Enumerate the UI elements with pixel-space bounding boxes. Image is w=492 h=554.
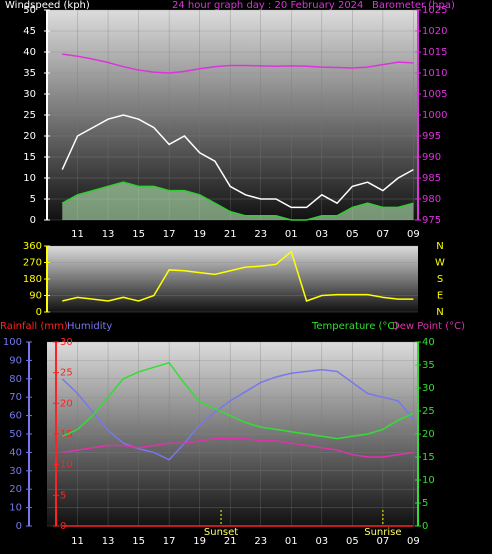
x-tick-label: 03 (315, 229, 328, 240)
y-tick-label: 30 (9, 466, 22, 477)
x-tick-label: 23 (254, 229, 267, 240)
y-tick-label: 90 (9, 355, 22, 366)
y-tick-label: 35 (422, 360, 435, 371)
x-tick-label: 15 (132, 229, 145, 240)
y-tick-label: 15 (23, 152, 36, 163)
y-tick-label: 995 (422, 131, 441, 142)
y-tick-label: 30 (60, 337, 73, 348)
y-tick-label: 985 (422, 173, 441, 184)
series-line (61, 368, 414, 461)
compass-label: N (436, 241, 443, 252)
y-tick-label: 50 (23, 5, 36, 16)
y-tick-label: 10 (23, 173, 36, 184)
y-tick-label: 40 (422, 337, 435, 348)
series-line (61, 181, 414, 221)
compass-label: E (437, 291, 443, 302)
y-tick-label: 30 (23, 89, 36, 100)
compass-label: N (436, 307, 443, 318)
y-tick-label: 270 (23, 258, 42, 269)
y-tick-label: 980 (422, 194, 441, 205)
x-tick-label: 03 (315, 536, 328, 547)
x-tick-label: 17 (163, 229, 176, 240)
y-tick-label: 5 (422, 498, 428, 509)
series-label: Dew Point (°C) (392, 321, 465, 332)
x-tick-label: 15 (132, 536, 145, 547)
y-tick-label: 25 (23, 110, 36, 121)
y-tick-label: 70 (9, 392, 22, 403)
y-tick-label: 10 (9, 503, 22, 514)
y-tick-label: 1025 (422, 5, 447, 16)
y-tick-label: 25 (422, 406, 435, 417)
y-tick-label: 1005 (422, 89, 447, 100)
series-line (61, 361, 414, 440)
x-tick-label: 13 (102, 536, 115, 547)
series-area (62, 182, 414, 220)
x-tick-label: 11 (71, 229, 84, 240)
series-line (61, 114, 414, 209)
compass-label: S (437, 274, 443, 285)
y-tick-label: 40 (23, 47, 36, 58)
x-tick-label: 09 (407, 229, 420, 240)
y-tick-label: 10 (422, 475, 435, 486)
y-tick-label: 45 (23, 26, 36, 37)
x-tick-label: 21 (224, 536, 237, 547)
y-tick-label: 25 (60, 368, 73, 379)
series-line (62, 250, 414, 302)
y-tick-label: 20 (9, 484, 22, 495)
x-tick-label: 19 (193, 229, 206, 240)
series-line (62, 53, 414, 74)
y-tick-label: 990 (422, 152, 441, 163)
compass-label: W (435, 258, 445, 269)
y-tick-label: 5 (60, 490, 66, 501)
y-tick-label: 975 (422, 215, 441, 226)
y-tick-label: 0 (30, 215, 36, 226)
y-tick-label: 20 (422, 429, 435, 440)
x-tick-label: 17 (163, 536, 176, 547)
y-tick-label: 0 (422, 521, 428, 532)
x-tick-label: 21 (224, 229, 237, 240)
x-tick-label: 01 (285, 229, 298, 240)
x-tick-label: 23 (254, 536, 267, 547)
y-tick-label: 10 (60, 460, 73, 471)
y-tick-label: 15 (422, 452, 435, 463)
x-tick-label: 05 (346, 536, 359, 547)
x-tick-label: 07 (377, 229, 390, 240)
x-tick-label: 13 (102, 229, 115, 240)
y-tick-label: 60 (9, 411, 22, 422)
y-tick-label: 1020 (422, 26, 447, 37)
axis-label: Windspeed (kph) (5, 0, 90, 11)
y-tick-label: 1015 (422, 47, 447, 58)
y-tick-label: 0 (16, 521, 22, 532)
y-tick-label: 20 (23, 131, 36, 142)
series-line (62, 437, 414, 458)
sun-label: Sunset (204, 527, 238, 538)
x-tick-label: 11 (71, 536, 84, 547)
y-tick-label: 40 (9, 447, 22, 458)
x-tick-label: 01 (285, 536, 298, 547)
x-tick-label: 19 (193, 536, 206, 547)
chart-title: 24 hour graph day : 20 February 2024 (172, 0, 363, 11)
x-tick-label: 05 (346, 229, 359, 240)
y-tick-label: 90 (29, 291, 42, 302)
sun-label: Sunrise (364, 527, 401, 538)
x-tick-label: 09 (407, 536, 420, 547)
y-tick-label: 1000 (422, 110, 447, 121)
y-tick-label: 80 (9, 374, 22, 385)
y-tick-label: 35 (23, 68, 36, 79)
y-tick-label: 100 (3, 337, 22, 348)
y-tick-label: 50 (9, 429, 22, 440)
y-tick-label: 20 (60, 398, 73, 409)
y-tick-label: 180 (23, 274, 42, 285)
axis-label: Barometer (hpa) (372, 0, 455, 11)
y-tick-label: 360 (23, 241, 42, 252)
y-tick-label: 5 (30, 194, 36, 205)
y-tick-label: 0 (36, 307, 42, 318)
axis-label: Temperature (°C) (311, 321, 398, 332)
y-tick-label: 1010 (422, 68, 447, 79)
axis-label: Humidity (67, 321, 112, 332)
axis-label: Rainfall (mm) (0, 321, 68, 332)
y-tick-label: 30 (422, 383, 435, 394)
x-tick-label: 07 (377, 536, 390, 547)
